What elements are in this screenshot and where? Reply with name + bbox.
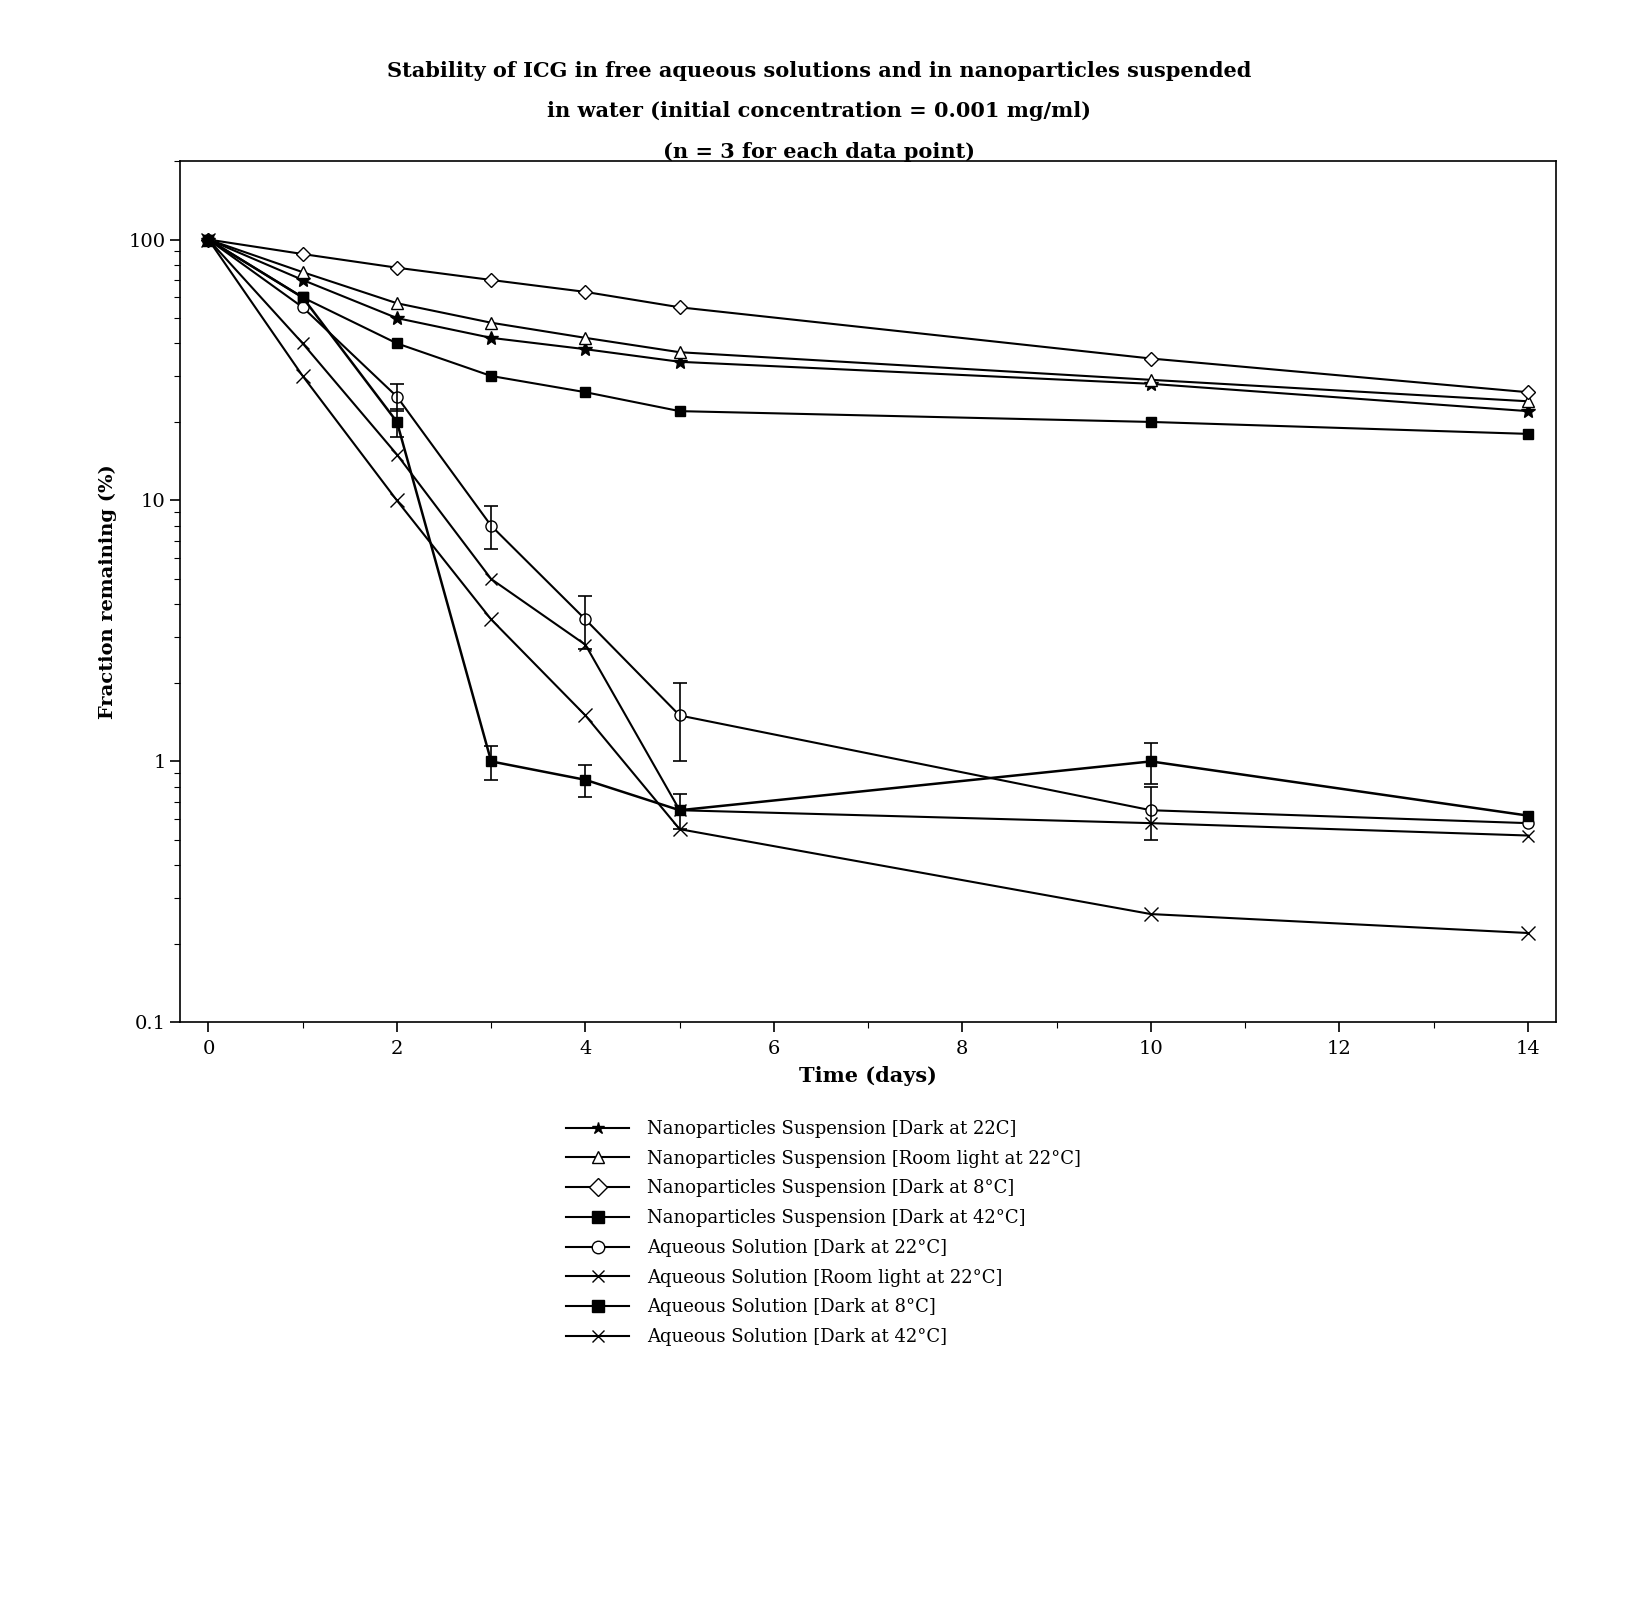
Y-axis label: Fraction remaining (%): Fraction remaining (%) (100, 464, 118, 720)
Legend: Nanoparticles Suspension [Dark at 22C], Nanoparticles Suspension [Room light at : Nanoparticles Suspension [Dark at 22C], … (567, 1121, 1081, 1346)
Text: Time (days): Time (days) (799, 1066, 937, 1085)
Text: in water (initial concentration = 0.001 mg/ml): in water (initial concentration = 0.001 … (547, 101, 1091, 121)
Text: Stability of ICG in free aqueous solutions and in nanoparticles suspended: Stability of ICG in free aqueous solutio… (387, 61, 1251, 80)
Text: (n = 3 for each data point): (n = 3 for each data point) (663, 142, 975, 161)
